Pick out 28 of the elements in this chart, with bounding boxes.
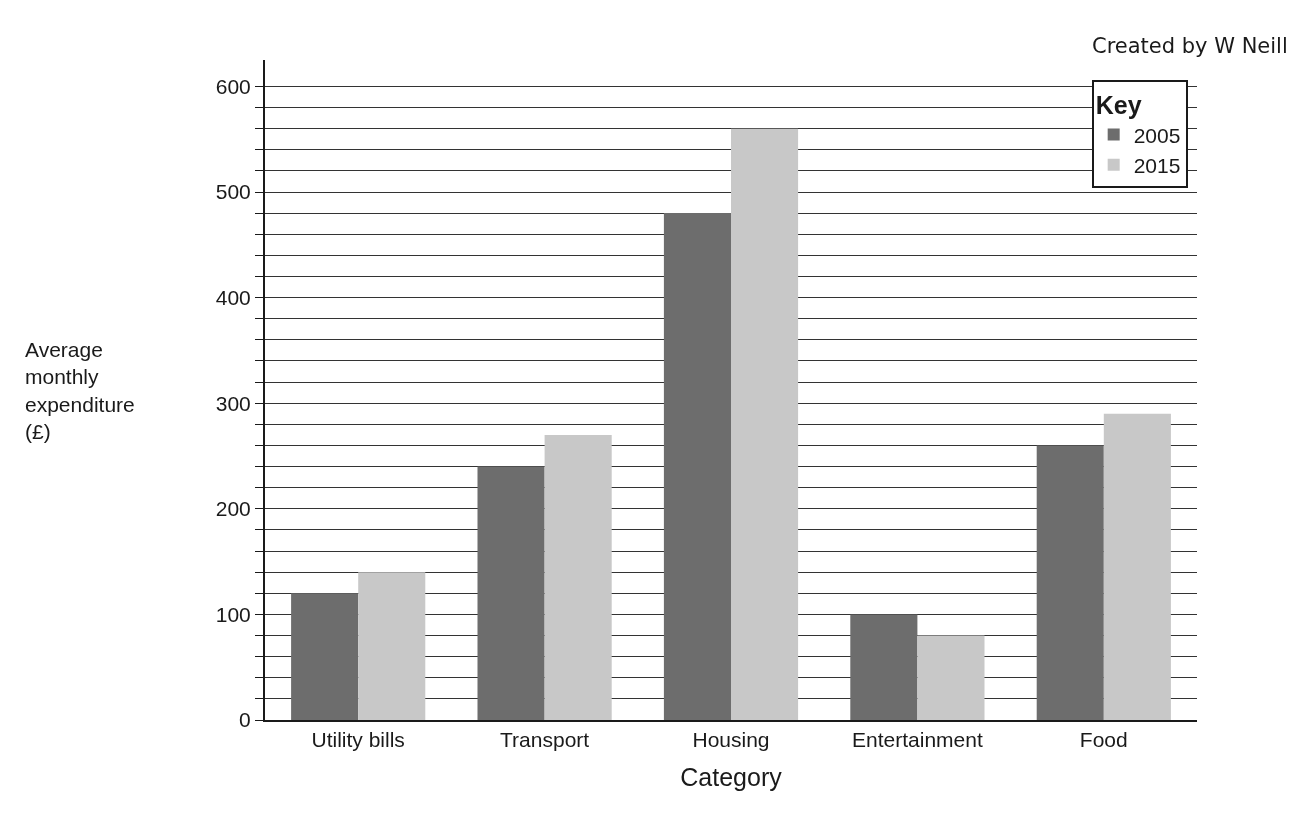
y-tick-label: 400: [215, 285, 251, 309]
x-tick-label: Transport: [500, 728, 590, 752]
x-tick-label: Housing: [692, 728, 770, 752]
y-tick-label: 600: [215, 74, 251, 98]
bar: [1036, 445, 1104, 720]
y-tick-label: 500: [215, 180, 251, 204]
bar: [663, 213, 731, 720]
bar: [850, 614, 918, 720]
legend-title: Key: [1095, 91, 1142, 120]
x-axis-title: Category: [680, 762, 783, 791]
legend-label: 2005: [1133, 123, 1181, 147]
bar: [1103, 413, 1171, 720]
bar: [731, 128, 799, 720]
y-tick-label: 200: [215, 497, 251, 521]
y-tick-label: 0: [239, 708, 251, 732]
y-tick-label: 300: [215, 391, 251, 415]
bar: [358, 572, 426, 720]
y-tick-label: 100: [215, 602, 251, 626]
bar: [917, 635, 985, 720]
legend-label: 2015: [1133, 153, 1181, 177]
x-tick-label: Utility bills: [311, 728, 405, 752]
x-tick-label: Entertainment: [852, 728, 983, 752]
bar: [291, 593, 359, 720]
bar: [544, 434, 612, 720]
text: Created by W Neill: [1092, 34, 1288, 58]
x-tick-label: Food: [1079, 728, 1128, 752]
bar: [477, 466, 545, 720]
y-axis-title: Average monthly expenditure (£): [25, 338, 135, 443]
